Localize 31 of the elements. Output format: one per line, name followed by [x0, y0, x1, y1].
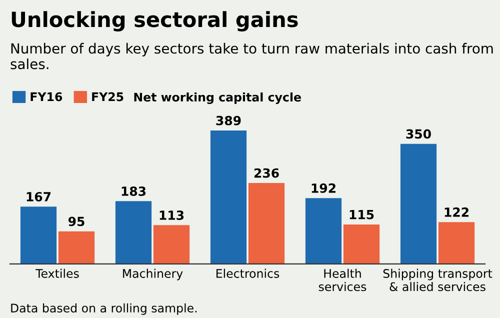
data-label: 192 [312, 183, 336, 193]
data-label: 115 [350, 210, 374, 220]
data-label: 122 [444, 207, 468, 217]
data-label: 183 [122, 186, 146, 196]
bar [115, 201, 152, 264]
x-tick-label: Health services [318, 268, 366, 292]
data-label: 389 [216, 116, 241, 126]
bar [153, 225, 190, 264]
data-label: 236 [254, 168, 279, 178]
data-label: 113 [160, 210, 184, 220]
bar [343, 224, 380, 264]
x-tick-label: Shipping transport & allied services [383, 268, 492, 292]
chart-title: Unlocking sectoral gains [12, 11, 298, 32]
chart-subtitle: Number of days key sectors take to turn raw materials into cash from sales. [10, 42, 493, 70]
bar [248, 182, 285, 264]
data-label: 350 [406, 129, 431, 139]
x-tick-label: Electronics [216, 268, 280, 278]
legend-label: FY25 [92, 92, 124, 102]
legend-label: FY16 [30, 92, 62, 102]
bar [20, 206, 57, 264]
text: Data based on a rolling sample. [11, 303, 197, 315]
data-label: 95 [68, 216, 84, 226]
bar [305, 198, 342, 264]
bar [400, 144, 437, 264]
data-label: 167 [26, 192, 51, 202]
x-tick-label: Textiles [36, 268, 79, 278]
bar [210, 130, 247, 264]
x-tick-label: Machinery [123, 268, 183, 280]
bar [438, 222, 475, 264]
text: Net working capital cycle [134, 92, 301, 104]
bar [58, 231, 95, 264]
